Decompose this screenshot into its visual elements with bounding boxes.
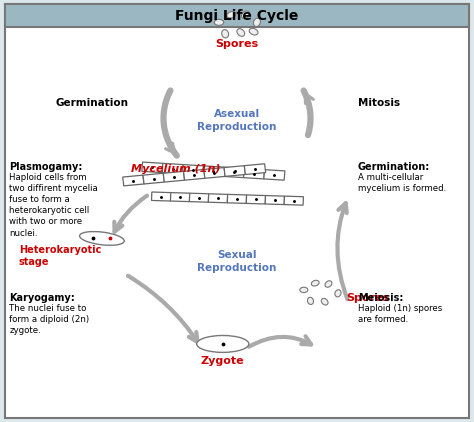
Text: Asexual
Reproduction: Asexual Reproduction [197,109,277,132]
Polygon shape [244,164,265,174]
Polygon shape [264,170,285,180]
Text: Germination:: Germination: [358,162,430,173]
FancyBboxPatch shape [5,4,469,27]
Text: A multi-cellular
mycelium is formed.: A multi-cellular mycelium is formed. [358,173,446,193]
Polygon shape [152,192,171,201]
Ellipse shape [214,19,224,25]
Ellipse shape [335,290,341,297]
Polygon shape [190,193,209,202]
Polygon shape [246,195,265,204]
Polygon shape [284,196,303,205]
Text: Spores: Spores [216,39,258,49]
Text: Karyogamy:: Karyogamy: [9,293,75,303]
Ellipse shape [321,298,328,305]
FancyBboxPatch shape [5,4,469,418]
Polygon shape [142,162,163,173]
Polygon shape [123,175,144,186]
Polygon shape [183,170,205,180]
Polygon shape [224,166,246,176]
Ellipse shape [237,29,245,36]
Text: Sexual
Reproduction: Sexual Reproduction [197,250,277,273]
Text: Germination: Germination [56,98,129,108]
Polygon shape [171,192,190,202]
Polygon shape [223,167,244,178]
Polygon shape [204,168,225,178]
Ellipse shape [254,18,260,27]
Ellipse shape [227,11,236,18]
Text: Mycelium (1n): Mycelium (1n) [131,164,220,174]
Ellipse shape [308,298,313,304]
Ellipse shape [197,335,249,352]
Ellipse shape [222,30,228,38]
Polygon shape [265,195,284,205]
Text: Heterokaryotic
stage: Heterokaryotic stage [19,245,101,267]
Ellipse shape [249,28,258,35]
Text: Haploid cells from
two diffirent mycelia
fuse to form a
heterokaryotic cell
with: Haploid cells from two diffirent mycelia… [9,173,98,238]
Polygon shape [228,195,246,203]
Ellipse shape [242,11,249,19]
Text: The nuclei fuse to
form a diploid (2n)
zygote.: The nuclei fuse to form a diploid (2n) z… [9,304,90,335]
Ellipse shape [300,287,308,292]
Text: Fungi Life Cycle: Fungi Life Cycle [175,8,299,23]
Text: Zygote: Zygote [201,356,245,366]
Polygon shape [162,163,183,174]
Text: Mitosis: Mitosis [358,98,400,108]
Text: Spores: Spores [346,292,389,303]
Text: Meiosis:: Meiosis: [358,293,403,303]
Text: Haploid (1n) spores
are formed.: Haploid (1n) spores are formed. [358,304,442,324]
Polygon shape [163,171,184,182]
Text: Plasmogamy:: Plasmogamy: [9,162,83,173]
Ellipse shape [311,280,319,286]
Ellipse shape [80,232,124,245]
Polygon shape [143,173,164,184]
Polygon shape [203,166,224,176]
Polygon shape [182,165,203,175]
Ellipse shape [325,281,332,287]
Polygon shape [244,168,264,179]
Polygon shape [209,194,228,203]
